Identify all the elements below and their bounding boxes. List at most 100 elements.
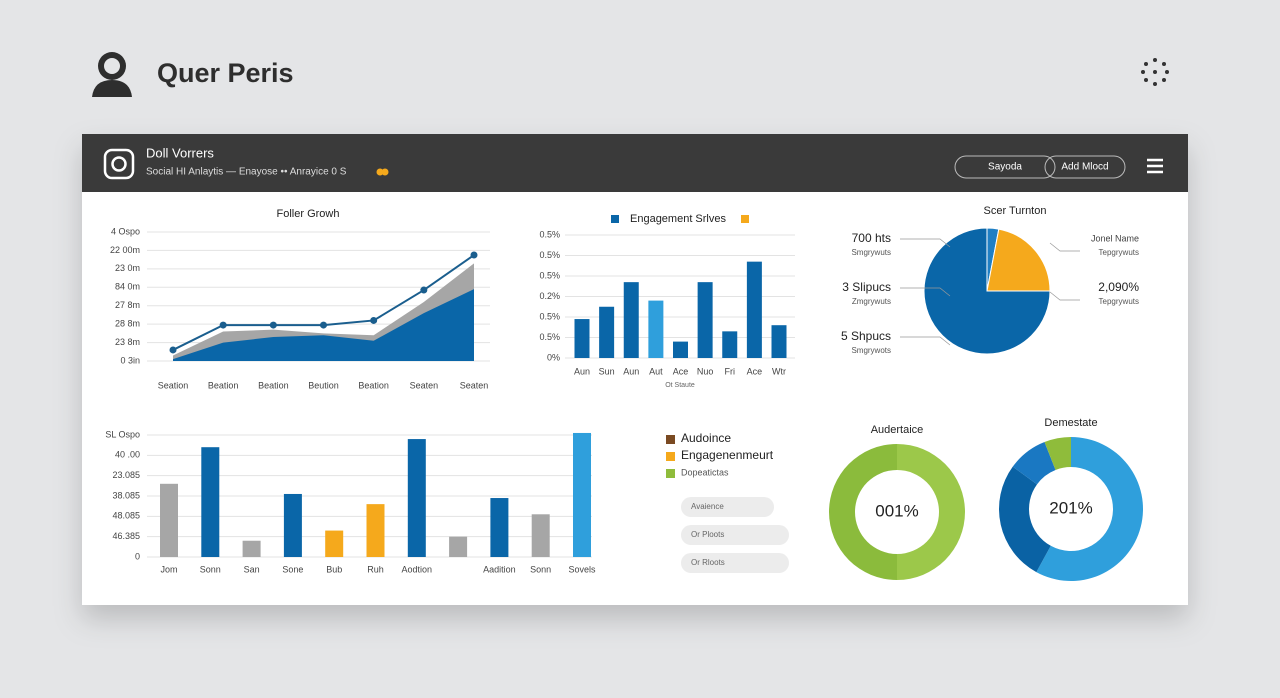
- y-tick-label: 28 8m: [115, 319, 140, 329]
- filter-label[interactable]: Or Rloots: [691, 558, 725, 567]
- legend-swatch: [741, 215, 749, 223]
- x-tick-label: Sovels: [568, 564, 596, 574]
- chart-title: Scer Turnton: [984, 205, 1047, 217]
- y-tick-label: 0.5%: [539, 332, 560, 342]
- filter-pill[interactable]: [681, 497, 774, 517]
- y-tick-label: 0.5%: [539, 250, 560, 260]
- center-label: 201%: [1049, 498, 1092, 517]
- annotation: 5 Shpucs: [841, 329, 891, 343]
- x-tick-label: Beation: [358, 380, 389, 390]
- y-tick-label: 0%: [547, 352, 560, 362]
- x-tick-label: Ruh: [367, 564, 384, 574]
- bar: [673, 341, 688, 358]
- y-tick-label: 27 8m: [115, 300, 140, 310]
- y-tick-label: 0.2%: [539, 291, 560, 301]
- annotation-sub: Zmgrywuts: [852, 297, 891, 306]
- marker: [269, 321, 277, 329]
- pie-slice: [999, 466, 1051, 573]
- legend-label: Audoince: [681, 431, 731, 445]
- legend-swatch: [666, 435, 675, 444]
- x-tick-label: San: [244, 564, 260, 574]
- pie-slice: [923, 227, 1051, 355]
- y-tick-label: 84 0m: [115, 282, 140, 292]
- bar: [283, 493, 302, 557]
- annotation: 2,090%: [1098, 280, 1139, 294]
- bar: [160, 483, 178, 557]
- bar: [599, 306, 615, 358]
- legend-swatch: [666, 452, 675, 461]
- leader-line: [900, 238, 951, 248]
- bar: [722, 331, 738, 358]
- x-tick-label: Fri: [725, 366, 736, 376]
- x-tick-label: Seaten: [460, 380, 489, 390]
- area: [173, 289, 474, 361]
- x-tick-label: Sonn: [530, 564, 551, 574]
- pie-slice: [829, 444, 897, 580]
- button[interactable]: [954, 155, 1056, 179]
- button-label[interactable]: Add Mlocd: [1061, 162, 1108, 173]
- bar: [407, 439, 426, 557]
- marker: [370, 316, 378, 324]
- y-tick-label: SL Ospo: [105, 429, 140, 439]
- leader-line: [900, 287, 951, 297]
- x-tick-label: Aun: [574, 366, 590, 376]
- pie-slice: [986, 228, 1051, 292]
- x-tick-label: Aun: [623, 366, 639, 376]
- chart-title: Foller Growh: [277, 208, 340, 220]
- filter-pill[interactable]: [681, 525, 789, 545]
- x-tick-label: Ace: [673, 366, 689, 376]
- center-label: 001%: [875, 501, 918, 520]
- x-tick-label: Seaten: [410, 380, 439, 390]
- marker: [169, 346, 177, 354]
- y-tick-label: 0 3in: [120, 355, 140, 365]
- status-dots: [376, 168, 389, 176]
- y-tick-label: 46.385: [112, 531, 140, 541]
- user-icon: [92, 52, 132, 97]
- leader-line: [1049, 242, 1080, 252]
- button-label[interactable]: Sayoda: [988, 162, 1022, 173]
- pie-slice: [897, 444, 965, 580]
- annotation-sub: Smgrywots: [851, 346, 891, 355]
- filter-label[interactable]: Avaience: [691, 502, 724, 511]
- filter-pill[interactable]: [681, 553, 789, 573]
- leader-line: [900, 336, 951, 346]
- panel-subtitle: Social HI Anlaytis — Enayose •• Anrayice…: [146, 167, 347, 178]
- x-tick-label: Beation: [258, 380, 289, 390]
- panel-header: [82, 134, 1188, 192]
- bar: [746, 261, 762, 358]
- pie-slice: [1036, 437, 1143, 581]
- button[interactable]: [1044, 155, 1126, 179]
- chart-title: Engagement Srlves: [630, 213, 726, 225]
- legend-swatch: [611, 215, 619, 223]
- x-tick-label: Nuo: [697, 366, 714, 376]
- legend-label: Engagenenmeurt: [681, 448, 774, 462]
- x-tick-label: Jom: [160, 564, 177, 574]
- annotation-sub: Tepgrywuts: [1099, 297, 1139, 306]
- annotation: Jonel Name: [1091, 233, 1139, 243]
- chart-title: Audertaice: [871, 424, 924, 436]
- filter-label[interactable]: Or Ploots: [691, 530, 724, 539]
- bar: [623, 282, 639, 358]
- annotation: 3 Slipucs: [842, 280, 891, 294]
- pie-slice: [1044, 437, 1071, 470]
- bar: [574, 319, 590, 358]
- bar: [771, 325, 787, 358]
- bar: [242, 540, 261, 557]
- x-tick-label: Wtr: [772, 366, 786, 376]
- x-tick-label: Sonn: [200, 564, 221, 574]
- y-tick-label: 38.085: [112, 490, 140, 500]
- y-tick-label: 0.5%: [539, 229, 560, 239]
- hamburger[interactable]: [1147, 158, 1163, 174]
- y-tick-label: 0: [135, 551, 140, 561]
- y-tick-label: 4 Ospo: [111, 226, 140, 236]
- y-tick-label: 0.5%: [539, 311, 560, 321]
- marker: [420, 286, 428, 294]
- bar: [325, 530, 344, 557]
- y-tick-label: 23 8m: [115, 337, 140, 347]
- footnote: Ot Staute: [665, 382, 695, 389]
- bar: [531, 514, 550, 557]
- menu-dots[interactable]: [1141, 58, 1169, 86]
- y-tick-label: 23 0m: [115, 263, 140, 273]
- chart-title: Demestate: [1044, 417, 1097, 429]
